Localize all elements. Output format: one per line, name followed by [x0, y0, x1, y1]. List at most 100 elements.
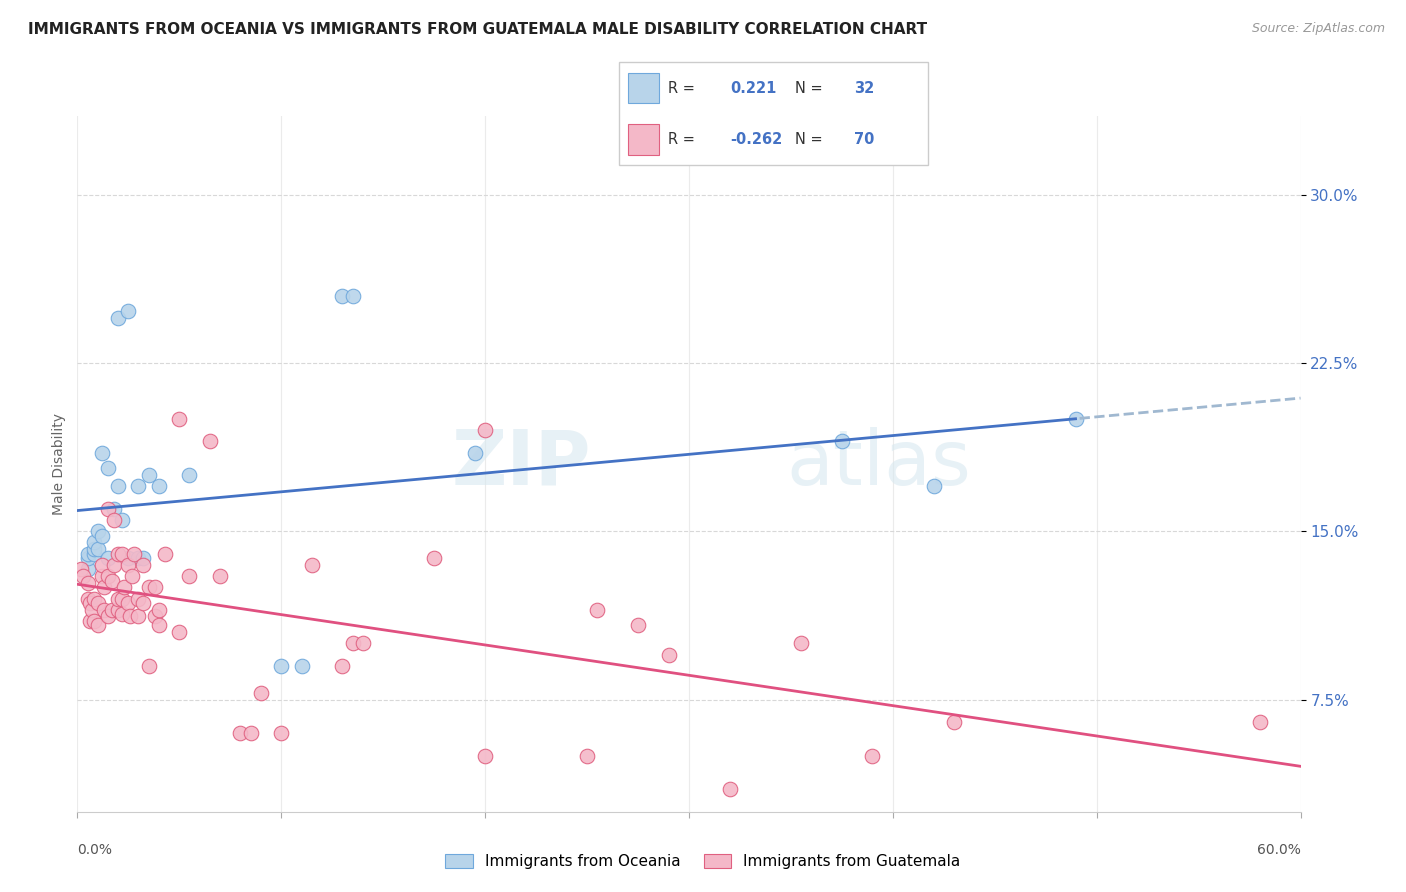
Point [423, 551, 446, 566]
Point [107, 310, 129, 325]
Point [83, 547, 105, 561]
Point [474, 423, 496, 437]
Text: R =: R = [668, 132, 700, 147]
Point [80, 603, 103, 617]
Point [111, 513, 134, 527]
Point [332, 288, 354, 302]
Text: 32: 32 [853, 80, 875, 95]
Text: 0.221: 0.221 [730, 80, 776, 95]
Point [93, 580, 115, 594]
Point [229, 726, 252, 740]
Point [198, 434, 221, 449]
Point [862, 748, 884, 763]
Point [148, 618, 170, 632]
Point [90, 445, 112, 459]
Text: 0.0%: 0.0% [77, 843, 112, 857]
Point [87, 596, 110, 610]
FancyBboxPatch shape [628, 73, 659, 103]
Point [97, 609, 120, 624]
Point [117, 551, 139, 566]
Legend: Immigrants from Oceania, Immigrants from Guatemala: Immigrants from Oceania, Immigrants from… [439, 848, 967, 875]
Point [112, 580, 135, 594]
Point [111, 591, 134, 606]
Point [101, 603, 124, 617]
Point [131, 596, 153, 610]
Text: 70: 70 [853, 132, 875, 147]
Point [138, 658, 160, 673]
Point [138, 468, 160, 483]
Point [97, 551, 120, 566]
Point [124, 547, 146, 561]
Point [586, 603, 609, 617]
Point [76, 591, 98, 606]
Point [111, 547, 134, 561]
Point [101, 574, 124, 588]
Point [208, 569, 231, 583]
Point [790, 636, 813, 650]
Point [169, 412, 191, 426]
Point [179, 569, 201, 583]
Point [332, 658, 354, 673]
Point [942, 714, 965, 729]
Point [718, 782, 741, 797]
Point [270, 726, 292, 740]
Point [97, 569, 120, 583]
Point [474, 748, 496, 763]
Point [107, 591, 129, 606]
Point [143, 580, 166, 594]
Point [127, 479, 149, 493]
FancyBboxPatch shape [628, 124, 659, 155]
Point [169, 625, 191, 640]
Text: N =: N = [794, 132, 827, 147]
Point [148, 479, 170, 493]
Point [121, 569, 143, 583]
Point [138, 580, 160, 594]
Point [87, 542, 110, 557]
Point [97, 461, 120, 475]
Point [83, 542, 105, 557]
Point [131, 558, 153, 572]
Text: 60.0%: 60.0% [1257, 843, 1301, 857]
Point [103, 558, 125, 572]
Point [1066, 412, 1088, 426]
Point [87, 524, 110, 538]
Point [90, 529, 112, 543]
Point [127, 551, 149, 566]
Point [90, 558, 112, 572]
Point [464, 445, 486, 459]
Point [143, 609, 166, 624]
Point [352, 636, 374, 650]
Point [97, 501, 120, 516]
Point [76, 551, 98, 566]
Point [131, 551, 153, 566]
Point [103, 501, 125, 516]
Point [111, 607, 134, 622]
Point [117, 304, 139, 318]
Point [70, 562, 93, 576]
Point [576, 748, 599, 763]
Point [117, 558, 139, 572]
Point [831, 434, 853, 449]
Text: R =: R = [668, 80, 700, 95]
Point [627, 618, 650, 632]
Point [72, 569, 94, 583]
Text: ZIP: ZIP [451, 427, 591, 500]
Text: N =: N = [794, 80, 827, 95]
Point [79, 596, 101, 610]
Point [922, 479, 945, 493]
Point [107, 547, 129, 561]
Point [342, 636, 364, 650]
Point [117, 596, 139, 610]
FancyBboxPatch shape [619, 62, 928, 165]
Point [301, 558, 323, 572]
Point [93, 603, 115, 617]
Point [250, 686, 273, 700]
Point [87, 618, 110, 632]
Text: atlas: atlas [787, 427, 972, 500]
Point [270, 658, 292, 673]
Point [107, 479, 129, 493]
Point [79, 614, 101, 628]
Point [239, 726, 262, 740]
Point [103, 513, 125, 527]
Point [290, 658, 312, 673]
